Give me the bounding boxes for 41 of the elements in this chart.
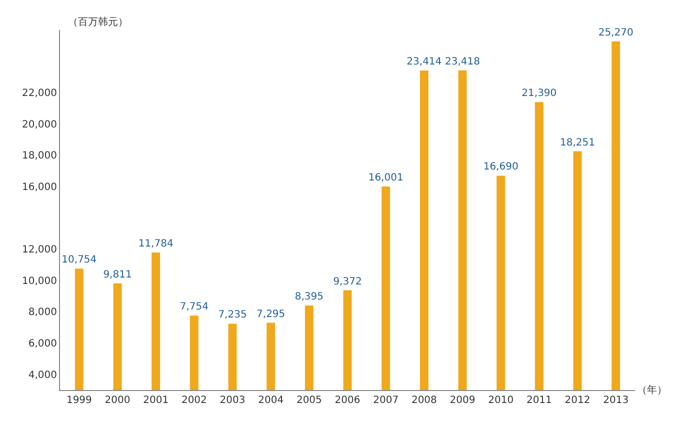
- data-label: 21,390: [522, 88, 557, 100]
- data-label: 16,690: [483, 162, 518, 173]
- data-label: 25,270: [598, 27, 634, 38]
- x-tick-label: 2012: [564, 395, 590, 406]
- x-tick-label: 2009: [450, 395, 476, 406]
- y-tick-label: 22,000: [22, 88, 57, 100]
- data-label: 7,754: [180, 302, 208, 313]
- y-axis-title: （百万韩元）: [68, 16, 128, 28]
- x-axis-title: （年）: [637, 384, 667, 396]
- x-tick-label: 2004: [258, 395, 284, 406]
- y-tick-label: 8,000: [28, 307, 57, 318]
- data-label: 9,811: [103, 269, 132, 280]
- y-tick-label: 12,000: [22, 244, 57, 256]
- data-label: 18,251: [560, 137, 595, 148]
- x-tick-label: 2005: [296, 395, 322, 406]
- data-label: 23,414: [406, 56, 442, 68]
- data-label: 10,754: [62, 254, 97, 266]
- y-tick-label: 10,000: [22, 276, 57, 287]
- x-tick-label: 2008: [411, 395, 437, 406]
- y-tick-label: 20,000: [22, 119, 57, 130]
- data-label: 8,395: [294, 292, 324, 303]
- data-label: 9,372: [333, 276, 362, 288]
- data-label: 7,295: [256, 308, 286, 320]
- x-tick-label: 2006: [334, 395, 360, 406]
- y-tick-label: 18,000: [22, 150, 57, 162]
- x-tick-label: 1999: [66, 395, 92, 406]
- y-tick-label: 6,000: [28, 338, 57, 350]
- x-tick-label: 2011: [526, 395, 552, 406]
- x-tick-label: 2002: [181, 395, 207, 406]
- x-tick-label: 2001: [143, 395, 169, 406]
- y-tick-label: 4,000: [28, 370, 57, 381]
- y-tick-label: 16,000: [22, 182, 57, 194]
- x-tick-label: 2003: [220, 395, 246, 406]
- x-tick-label: 2000: [104, 395, 130, 406]
- x-tick-label: 2007: [373, 395, 399, 406]
- data-label: 16,001: [368, 172, 404, 184]
- data-label: 11,784: [138, 238, 174, 250]
- data-label: 23,418: [445, 56, 480, 68]
- data-label: 7,235: [218, 310, 247, 321]
- x-tick-label: 2010: [488, 395, 514, 406]
- x-tick-label: 2013: [603, 395, 629, 406]
